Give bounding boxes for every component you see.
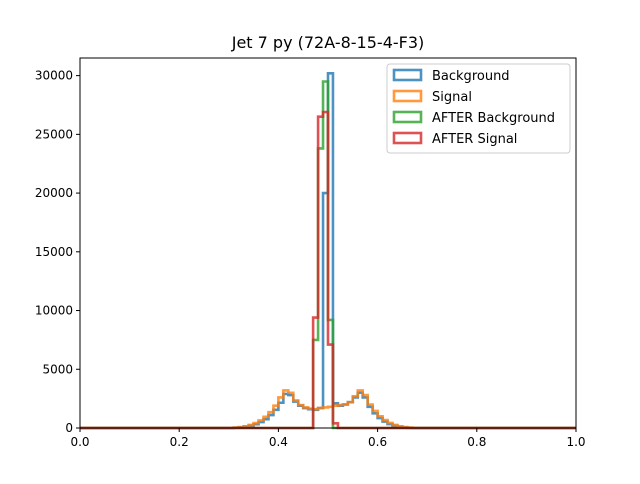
legend-swatch-background xyxy=(392,68,423,82)
y-tick-label: 15000 xyxy=(35,245,73,259)
x-tick-label: 0.8 xyxy=(467,435,486,449)
y-tick-label: 0 xyxy=(65,421,73,435)
x-axis: 0.0 0.2 0.4 0.6 0.8 1.0 xyxy=(70,428,586,449)
legend-swatch-after-signal xyxy=(392,131,423,145)
y-tick-label: 25000 xyxy=(35,127,73,141)
legend: Background Signal AFTER Background AFTER Si… xyxy=(386,63,571,154)
y-tick-label: 30000 xyxy=(35,69,73,83)
y-tick-label: 10000 xyxy=(35,304,73,318)
x-tick-label: 1.0 xyxy=(566,435,585,449)
x-tick-label: 0.0 xyxy=(70,435,89,449)
legend-label-after-signal: AFTER Signal xyxy=(432,132,517,147)
legend-box xyxy=(386,63,571,154)
x-tick-label: 0.4 xyxy=(269,435,288,449)
x-tick-label: 0.6 xyxy=(368,435,387,449)
y-tick-label: 5000 xyxy=(42,362,73,376)
legend-swatch-after-background xyxy=(392,110,423,124)
y-axis: 0 5000 10000 15000 20000 25000 30000 xyxy=(35,69,80,435)
legend-swatch-signal xyxy=(392,89,423,103)
y-tick-label: 20000 xyxy=(35,186,73,200)
plot-frame xyxy=(79,57,577,429)
x-tick-label: 0.2 xyxy=(170,435,189,449)
legend-label-after-background: AFTER Background xyxy=(432,111,555,126)
legend-label-signal: Signal xyxy=(432,90,472,105)
series-signal-step xyxy=(80,389,576,430)
chart-title: Jet 7 py (72A-8-15-4-F3) xyxy=(231,33,425,52)
legend-label-background: Background xyxy=(432,69,510,84)
